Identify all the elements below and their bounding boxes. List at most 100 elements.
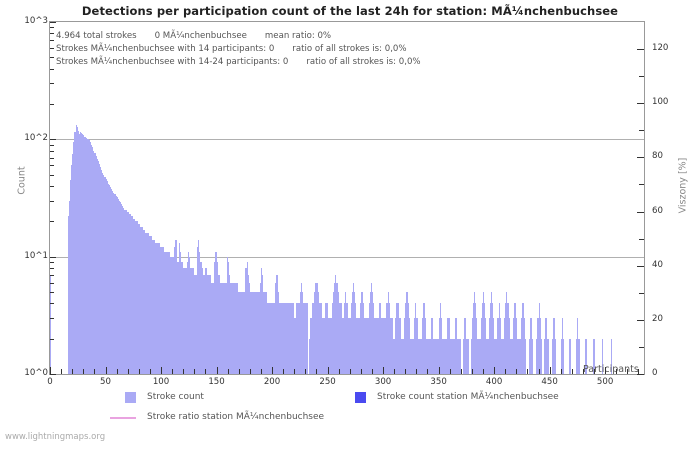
x-tick-label: 150 bbox=[208, 377, 225, 387]
bar bbox=[265, 291, 267, 374]
bar bbox=[228, 274, 230, 374]
bar bbox=[354, 291, 356, 374]
legend: Stroke count Stroke count station MÃ¼nch… bbox=[0, 388, 700, 428]
bar bbox=[327, 318, 329, 374]
annotation-total-strokes: 4.964 total strokes bbox=[56, 31, 137, 41]
bar bbox=[122, 206, 124, 374]
bar bbox=[198, 251, 200, 374]
bar bbox=[233, 282, 235, 374]
bar bbox=[510, 338, 512, 374]
bar bbox=[505, 303, 507, 374]
bar bbox=[94, 153, 96, 374]
bar bbox=[528, 338, 530, 374]
bar bbox=[406, 291, 408, 374]
x-tick-minor bbox=[505, 369, 507, 374]
bar bbox=[254, 291, 256, 374]
bar bbox=[234, 282, 236, 374]
bar bbox=[116, 197, 118, 374]
bar bbox=[578, 338, 580, 374]
x-tick-label: 50 bbox=[100, 377, 111, 387]
plot-area bbox=[49, 21, 645, 375]
bar bbox=[529, 318, 531, 374]
bar bbox=[451, 338, 454, 374]
bar bbox=[560, 338, 562, 374]
x-tick-minor bbox=[338, 369, 340, 374]
bar bbox=[360, 291, 362, 374]
x-tick-minor bbox=[471, 369, 473, 374]
bar bbox=[243, 291, 245, 374]
bar bbox=[72, 153, 74, 374]
bar bbox=[175, 239, 177, 374]
x-tick-minor bbox=[460, 369, 462, 374]
x-tick-minor bbox=[238, 369, 240, 374]
bar bbox=[305, 303, 307, 374]
x-tick-minor bbox=[305, 369, 307, 374]
bar bbox=[530, 318, 532, 374]
x-tick-mark bbox=[549, 367, 551, 374]
bar bbox=[366, 318, 368, 374]
bar bbox=[417, 338, 419, 374]
bar bbox=[266, 303, 268, 374]
bar bbox=[410, 338, 412, 374]
bar bbox=[205, 268, 207, 374]
bar bbox=[337, 291, 339, 374]
bar bbox=[268, 303, 270, 374]
annotation-mean-ratio: mean ratio: 0% bbox=[264, 31, 332, 41]
bar bbox=[155, 243, 157, 374]
bar bbox=[99, 167, 102, 374]
bar bbox=[576, 338, 578, 374]
x-tick-minor bbox=[227, 369, 229, 374]
x-tick-minor bbox=[360, 369, 362, 374]
y-tick-minor-left bbox=[50, 174, 54, 176]
bar bbox=[147, 232, 149, 374]
bar bbox=[493, 318, 495, 374]
y-tick-minor-left bbox=[50, 33, 54, 35]
bar bbox=[67, 216, 69, 374]
bar bbox=[192, 268, 194, 374]
bar bbox=[97, 161, 99, 374]
bar bbox=[497, 318, 499, 374]
annotation-14-ratio: ratio of all strokes is: 0,0% bbox=[292, 44, 407, 54]
x-tick-mark bbox=[605, 367, 607, 374]
y-tick-mark-left bbox=[50, 22, 56, 23]
x-tick-minor bbox=[594, 369, 596, 374]
bar bbox=[380, 318, 382, 374]
bar bbox=[475, 303, 477, 374]
bar bbox=[322, 318, 324, 374]
y-tick-minor-left bbox=[50, 221, 54, 223]
bar bbox=[264, 291, 266, 374]
bar bbox=[438, 318, 440, 374]
bar bbox=[515, 303, 517, 374]
bar bbox=[270, 303, 273, 374]
annotation-14-24-ratio: ratio of all strokes is: 0,0% bbox=[306, 57, 421, 67]
bar bbox=[537, 318, 539, 374]
bar bbox=[361, 291, 364, 374]
bar bbox=[403, 338, 405, 374]
bar bbox=[610, 338, 612, 374]
x-tick-minor bbox=[638, 369, 640, 374]
bar bbox=[328, 318, 330, 374]
bar bbox=[342, 318, 344, 374]
bar bbox=[219, 282, 221, 374]
bar bbox=[490, 291, 492, 374]
bar bbox=[473, 303, 475, 374]
bar bbox=[428, 338, 430, 374]
bar bbox=[484, 303, 486, 374]
bar bbox=[476, 318, 478, 374]
bar bbox=[329, 318, 331, 374]
bar bbox=[477, 338, 479, 374]
bar bbox=[509, 338, 511, 374]
annotation-station-strokes: 0 MÃ¼nchenbuchsee bbox=[154, 31, 247, 41]
bar bbox=[263, 291, 265, 374]
bar bbox=[388, 303, 390, 374]
bar bbox=[390, 318, 392, 374]
bar bbox=[83, 135, 85, 374]
bar bbox=[407, 303, 409, 374]
x-tick-minor bbox=[205, 369, 207, 374]
bar bbox=[471, 318, 474, 374]
bar bbox=[378, 303, 380, 374]
x-tick-minor bbox=[371, 369, 373, 374]
gridline bbox=[50, 139, 644, 141]
bar bbox=[496, 338, 498, 374]
bar bbox=[456, 318, 458, 374]
